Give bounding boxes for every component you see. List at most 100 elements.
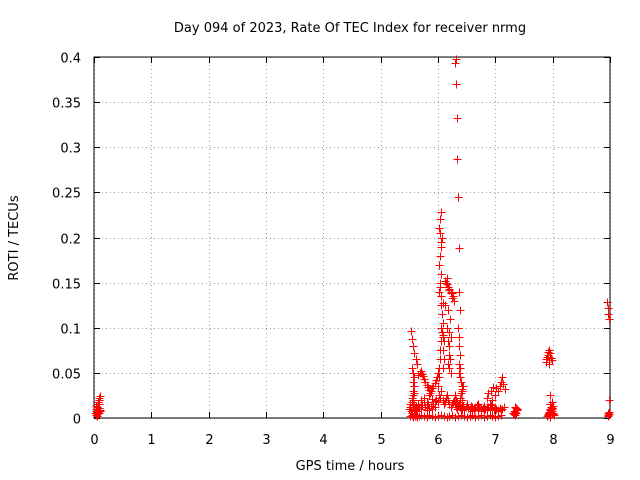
x-tick-label: 6 xyxy=(434,433,442,448)
data-point xyxy=(409,378,418,387)
y-tick-label: 0.25 xyxy=(52,187,81,202)
y-tick-label: 0 xyxy=(73,413,81,428)
data-point xyxy=(445,364,454,373)
data-point xyxy=(437,238,446,247)
data-point xyxy=(408,364,417,373)
data-point xyxy=(479,404,488,413)
data-point xyxy=(442,279,451,288)
data-point xyxy=(546,413,555,422)
data-point xyxy=(423,381,432,390)
data-point xyxy=(455,369,464,378)
axis-ticks xyxy=(94,57,611,419)
y-tick-label: 0.3 xyxy=(60,142,81,157)
data-point xyxy=(428,384,437,393)
data-point xyxy=(474,400,483,409)
x-tick-label: 5 xyxy=(377,433,385,448)
data-point xyxy=(513,406,522,415)
data-point xyxy=(497,411,506,420)
data-point xyxy=(443,274,452,283)
y-tick-label: 0.4 xyxy=(60,52,81,67)
data-point xyxy=(443,413,452,422)
x-tick-label: 2 xyxy=(205,433,213,448)
data-point xyxy=(548,405,557,414)
data-point xyxy=(96,392,105,401)
data-point xyxy=(548,356,557,365)
data-point xyxy=(436,252,445,261)
data-point xyxy=(413,360,422,369)
data-point xyxy=(410,389,419,398)
data-point xyxy=(437,270,446,279)
data-point xyxy=(487,387,496,396)
data-point xyxy=(95,409,104,418)
data-point xyxy=(444,360,453,369)
data-point xyxy=(423,413,432,422)
data-point xyxy=(435,373,444,382)
data-point xyxy=(434,382,443,391)
data-point xyxy=(483,394,492,403)
data-point xyxy=(496,404,505,413)
data-point xyxy=(511,411,520,420)
data-point xyxy=(453,155,462,164)
data-point xyxy=(455,342,464,351)
x-tick-label: 9 xyxy=(606,433,614,448)
data-point xyxy=(431,397,440,406)
data-point xyxy=(451,59,460,68)
y-tick-label: 0.15 xyxy=(52,278,81,293)
data-point xyxy=(451,391,460,400)
x-tick-label: 8 xyxy=(549,433,557,448)
data-point xyxy=(548,398,557,407)
data-point xyxy=(463,400,472,409)
data-point xyxy=(438,310,447,319)
data-point xyxy=(603,298,612,307)
data-point xyxy=(445,328,454,337)
data-point xyxy=(452,55,461,64)
data-point xyxy=(437,387,446,396)
data-point xyxy=(94,398,103,407)
data-point xyxy=(413,413,422,422)
data-point xyxy=(454,193,463,202)
x-tick-label: 1 xyxy=(147,433,155,448)
data-point xyxy=(498,405,507,414)
data-point xyxy=(455,333,464,342)
data-point xyxy=(436,229,445,238)
data-point xyxy=(454,324,463,333)
data-point xyxy=(492,384,501,393)
data-point xyxy=(435,288,444,297)
data-point xyxy=(444,306,453,315)
data-point xyxy=(452,80,461,89)
y-tick-label: 0.05 xyxy=(52,368,81,383)
data-point xyxy=(456,398,465,407)
data-point xyxy=(423,398,432,407)
data-point xyxy=(439,299,448,308)
data-point xyxy=(94,408,103,417)
plot-frame xyxy=(93,56,611,419)
data-point xyxy=(435,261,444,270)
data-point xyxy=(444,337,453,346)
data-point xyxy=(445,342,454,351)
x-tick-label: 3 xyxy=(262,433,270,448)
data-point xyxy=(410,382,419,391)
data-point xyxy=(432,396,441,405)
y-axis-label: ROTI / TECUs xyxy=(7,195,22,280)
data-point xyxy=(455,360,464,369)
data-point xyxy=(434,369,443,378)
data-point xyxy=(605,396,614,405)
data-point xyxy=(459,382,468,391)
data-point xyxy=(407,327,416,336)
data-point xyxy=(437,292,446,301)
data-point xyxy=(455,288,464,297)
data-point xyxy=(409,369,418,378)
data-point xyxy=(604,412,613,421)
x-tick-label: 4 xyxy=(319,433,327,448)
data-point xyxy=(458,396,467,405)
data-point xyxy=(439,333,448,342)
data-point xyxy=(408,335,417,344)
data-point xyxy=(457,378,466,387)
data-point xyxy=(501,385,510,394)
data-point xyxy=(96,407,105,416)
data-point xyxy=(473,401,482,410)
data-point xyxy=(443,391,452,400)
y-tick-label: 0.35 xyxy=(52,97,81,112)
data-point xyxy=(486,400,495,409)
